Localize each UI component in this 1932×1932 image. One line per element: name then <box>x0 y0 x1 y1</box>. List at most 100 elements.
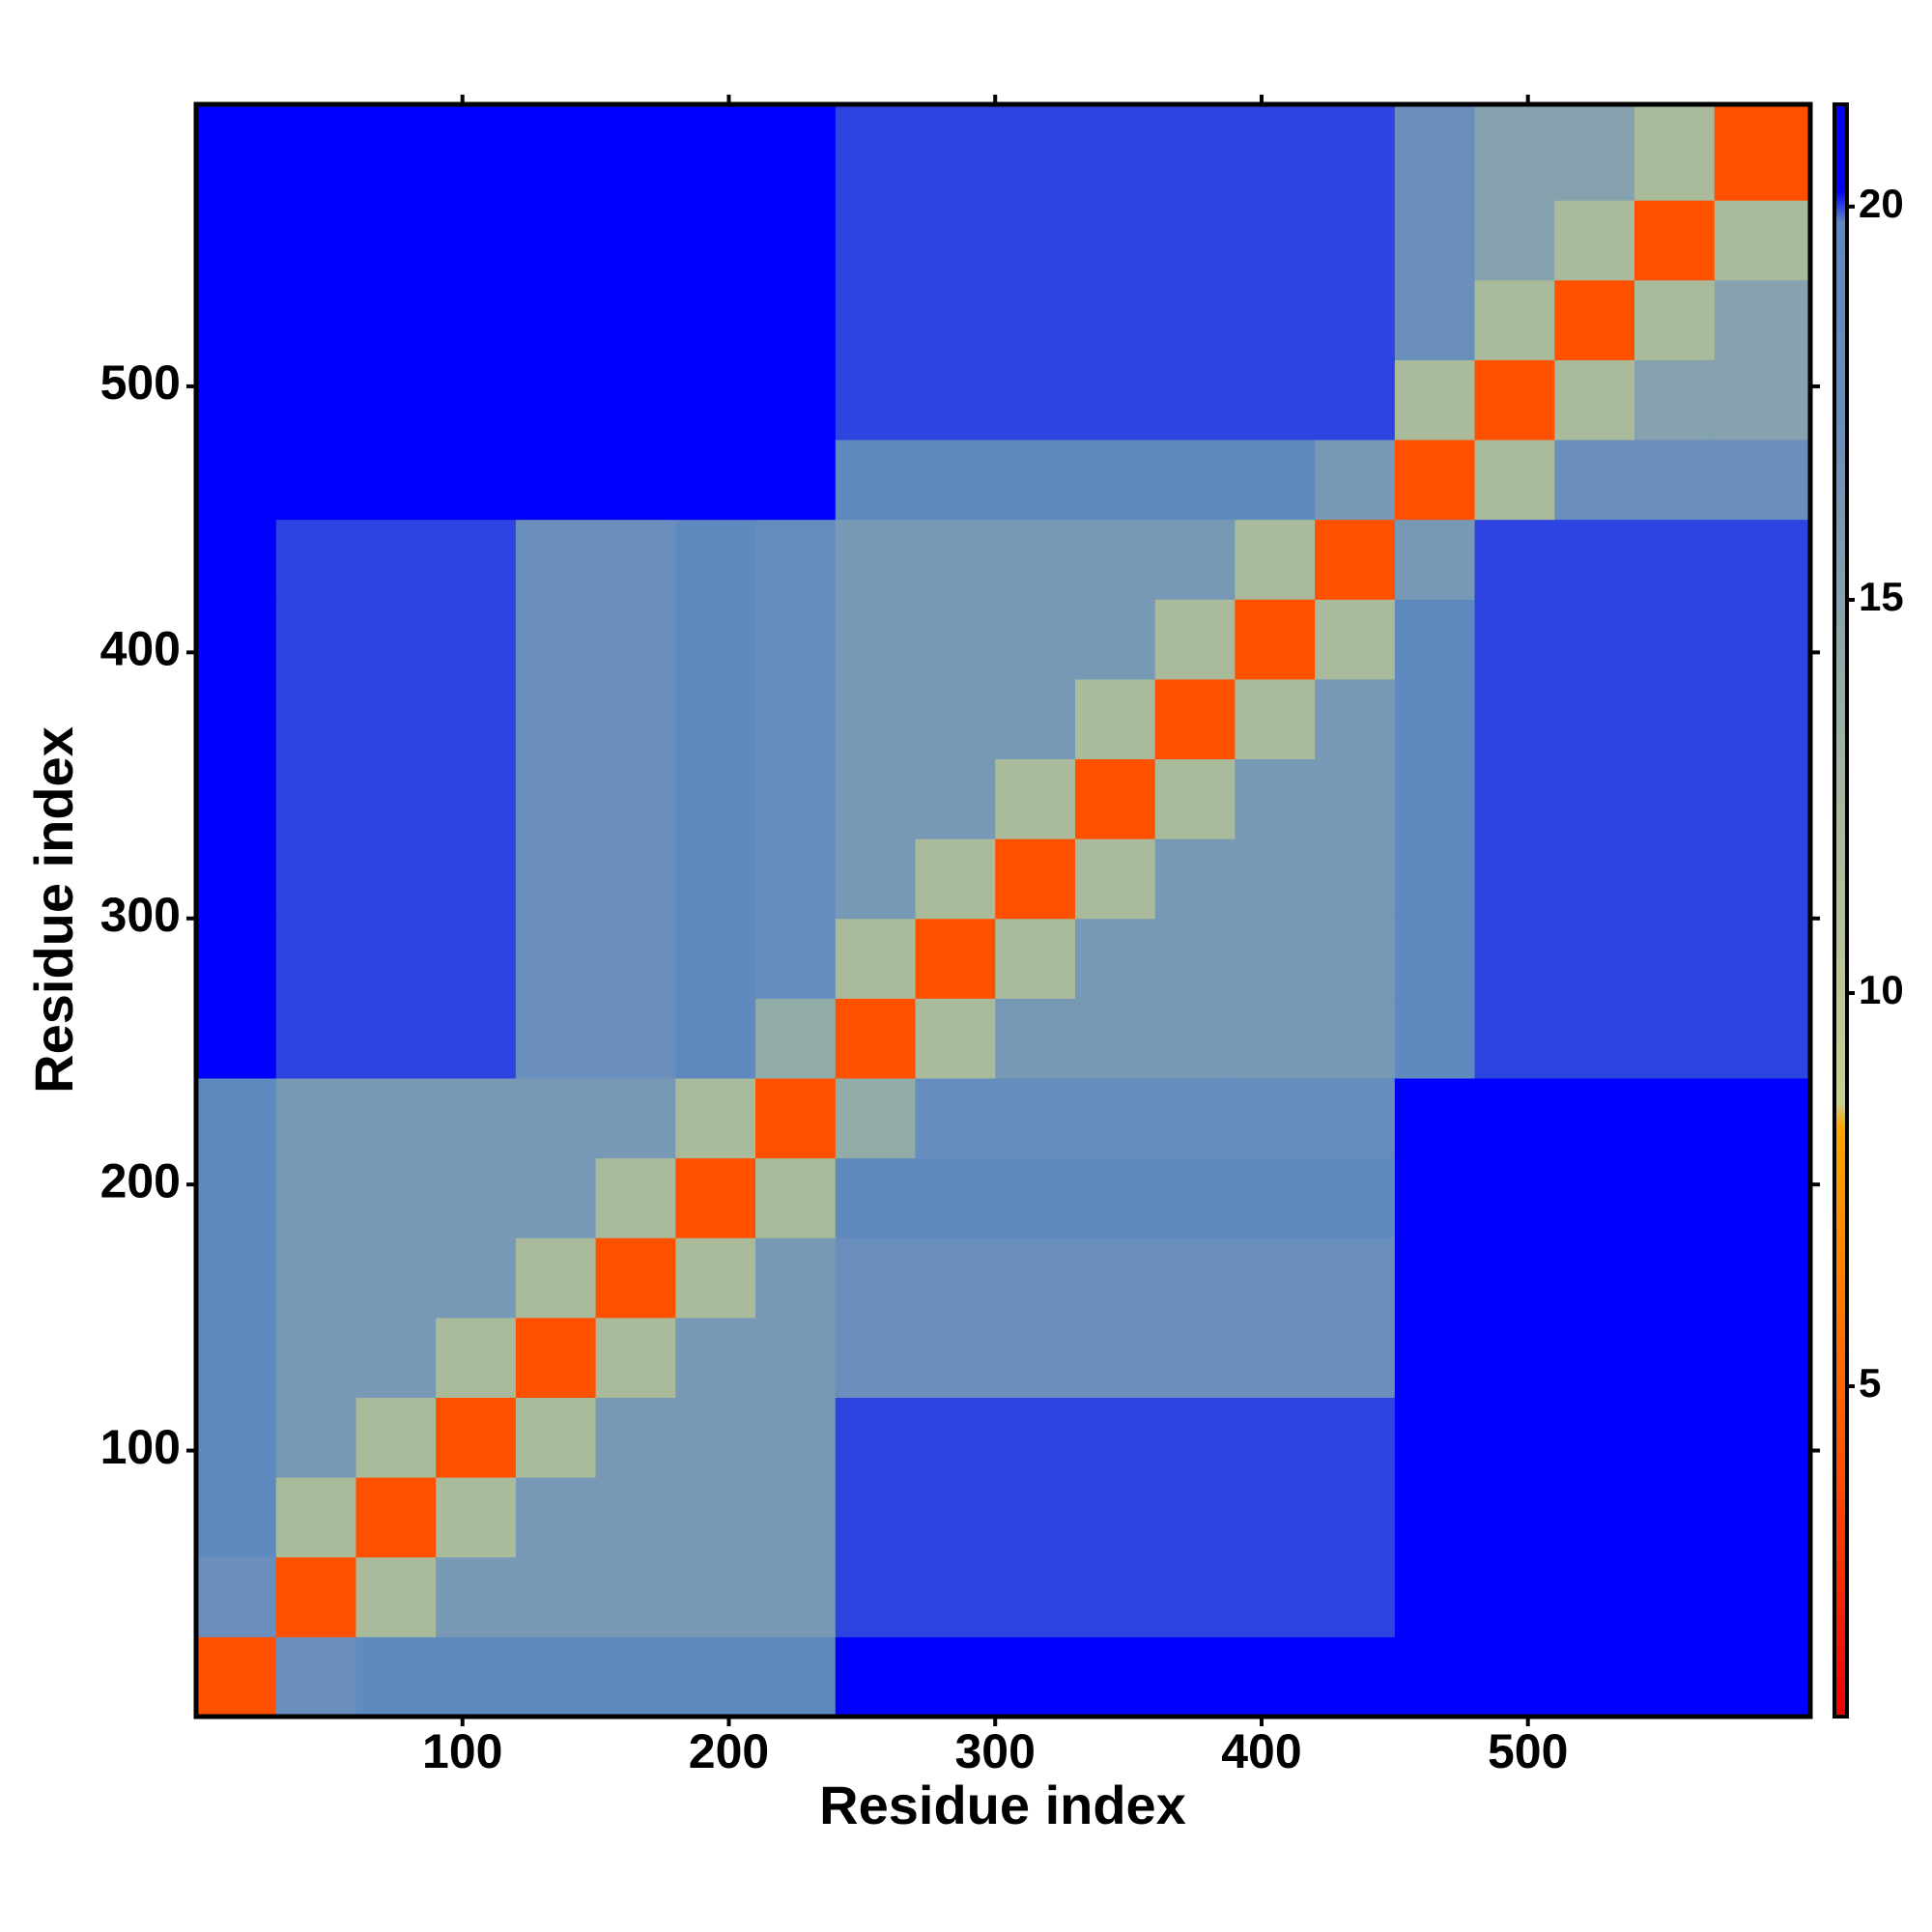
heatmap-cell <box>755 599 837 680</box>
heatmap-cells <box>196 104 1811 1718</box>
heatmap-cell <box>436 104 517 201</box>
heatmap-cell <box>995 758 1076 839</box>
heatmap-cell <box>995 1237 1076 1319</box>
heatmap-cell <box>1235 1556 1316 1637</box>
heatmap-cell <box>595 838 676 920</box>
heatmap-cell <box>675 104 756 201</box>
heatmap-cell <box>1394 440 1476 521</box>
heatmap-cell <box>1154 1477 1236 1558</box>
heatmap-cell <box>915 200 996 281</box>
heatmap-cell <box>1154 998 1236 1079</box>
heatmap-cell <box>515 1636 597 1718</box>
heatmap-cell <box>675 1237 756 1319</box>
heatmap-cell <box>196 1556 277 1637</box>
heatmap-cell <box>1474 998 1555 1079</box>
heatmap-cell <box>1714 678 1811 760</box>
heatmap-cell <box>675 519 756 600</box>
heatmap-cell <box>1074 998 1156 1079</box>
heatmap-cell <box>196 200 277 281</box>
heatmap-cell <box>1714 519 1811 600</box>
heatmap-cell <box>1394 279 1476 360</box>
heatmap-cell <box>436 359 517 440</box>
heatmap-cell <box>1634 758 1716 839</box>
heatmap-cell <box>995 104 1076 201</box>
heatmap-cell <box>1634 1397 1716 1478</box>
heatmap-cell <box>1394 1556 1476 1637</box>
heatmap-cell <box>675 200 756 281</box>
heatmap-cell <box>1074 440 1156 521</box>
heatmap-cell <box>995 599 1076 680</box>
heatmap-cell <box>1394 1636 1476 1718</box>
heatmap-cell <box>1714 1237 1811 1319</box>
heatmap-cell <box>1074 200 1156 281</box>
heatmap-cell <box>595 1556 676 1637</box>
heatmap-cell <box>1554 440 1635 521</box>
heatmap-cell <box>275 1317 356 1399</box>
heatmap-cell <box>196 1317 277 1399</box>
heatmap-cell <box>355 359 437 440</box>
heatmap-cell <box>915 1317 996 1399</box>
heatmap-cell <box>275 1477 356 1558</box>
heatmap-cell <box>995 1477 1076 1558</box>
heatmap-cell <box>835 1078 917 1159</box>
heatmap-cell <box>1714 1157 1811 1238</box>
heatmap-cell <box>675 1157 756 1238</box>
heatmap-cell <box>1634 200 1716 281</box>
heatmap-cell <box>1714 1636 1811 1718</box>
heatmap-cell <box>515 279 597 360</box>
heatmap-cell <box>675 758 756 839</box>
heatmap-cell <box>515 1317 597 1399</box>
colorbar <box>1833 102 1849 1719</box>
heatmap-cell <box>1634 519 1716 600</box>
heatmap-cell <box>995 1317 1076 1399</box>
heatmap-cell <box>1634 1317 1716 1399</box>
heatmap-cell <box>1474 1157 1555 1238</box>
heatmap-cell <box>1235 1078 1316 1159</box>
heatmap-cell <box>1634 1078 1716 1159</box>
heatmap-cell <box>995 1636 1076 1718</box>
y-tick-label: 200 <box>100 1153 181 1208</box>
heatmap-cell <box>1554 1556 1635 1637</box>
heatmap-cell <box>835 279 917 360</box>
heatmap-cell <box>915 440 996 521</box>
heatmap-cell <box>355 104 437 201</box>
heatmap-cell <box>515 1237 597 1319</box>
heatmap-cell <box>436 440 517 521</box>
heatmap-cell <box>1154 519 1236 600</box>
heatmap-cell <box>1235 104 1316 201</box>
heatmap-cell <box>1634 440 1716 521</box>
heatmap-cell <box>1154 1157 1236 1238</box>
heatmap-cell <box>1154 200 1236 281</box>
heatmap-cell <box>515 200 597 281</box>
heatmap-cell <box>995 440 1076 521</box>
heatmap-cell <box>1315 838 1396 920</box>
heatmap-cell <box>915 1157 996 1238</box>
heatmap-cell <box>355 599 437 680</box>
heatmap-cell <box>915 998 996 1079</box>
heatmap-cell <box>1634 104 1716 201</box>
heatmap-cell <box>1394 1078 1476 1159</box>
heatmap-cell <box>675 1078 756 1159</box>
heatmap-cell <box>515 440 597 521</box>
heatmap-cell <box>915 599 996 680</box>
heatmap-cell <box>1074 1636 1156 1718</box>
heatmap-cell <box>915 918 996 999</box>
heatmap-cell <box>1474 599 1555 680</box>
heatmap-cell <box>1235 918 1316 999</box>
colorbar-tick-label: 15 <box>1859 574 1904 619</box>
x-tick-label: 400 <box>1221 1724 1301 1778</box>
heatmap-cell <box>196 279 277 360</box>
heatmap-cell <box>1394 599 1476 680</box>
heatmap-cell <box>1235 678 1316 760</box>
heatmap-cell <box>675 440 756 521</box>
heatmap-cell <box>1634 1556 1716 1637</box>
heatmap-cell <box>835 599 917 680</box>
heatmap-cell <box>515 104 597 201</box>
heatmap-cell <box>275 1636 356 1718</box>
heatmap-cell <box>1235 359 1316 440</box>
heatmap-cell <box>755 359 837 440</box>
heatmap-cell <box>1474 1477 1555 1558</box>
heatmap-cell <box>1394 519 1476 600</box>
heatmap-cell <box>355 1397 437 1478</box>
